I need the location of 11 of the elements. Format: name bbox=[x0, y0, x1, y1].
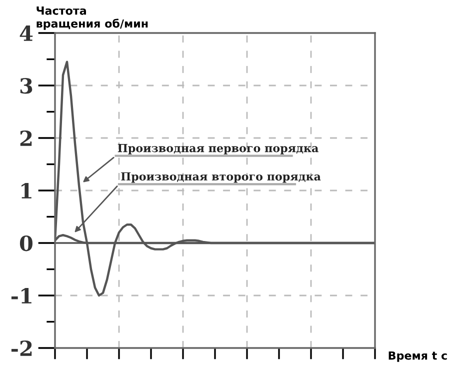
annotation: Производная второго порядка bbox=[121, 172, 321, 183]
y-axis-title: Частота вращения об/мин bbox=[36, 6, 148, 30]
y-tick-label: 0 bbox=[20, 235, 32, 252]
annotation: Производная первого порядка bbox=[118, 144, 318, 154]
y-tick-label: -1 bbox=[11, 288, 32, 304]
x-axis-title: Время t c bbox=[388, 351, 447, 362]
y-tick-label: 2 bbox=[20, 130, 32, 146]
y-tick-label: 3 bbox=[20, 78, 32, 94]
y-tick-label: -2 bbox=[11, 340, 32, 356]
y-tick-label: 4 bbox=[20, 25, 33, 41]
y-tick-label: 1 bbox=[22, 182, 32, 198]
